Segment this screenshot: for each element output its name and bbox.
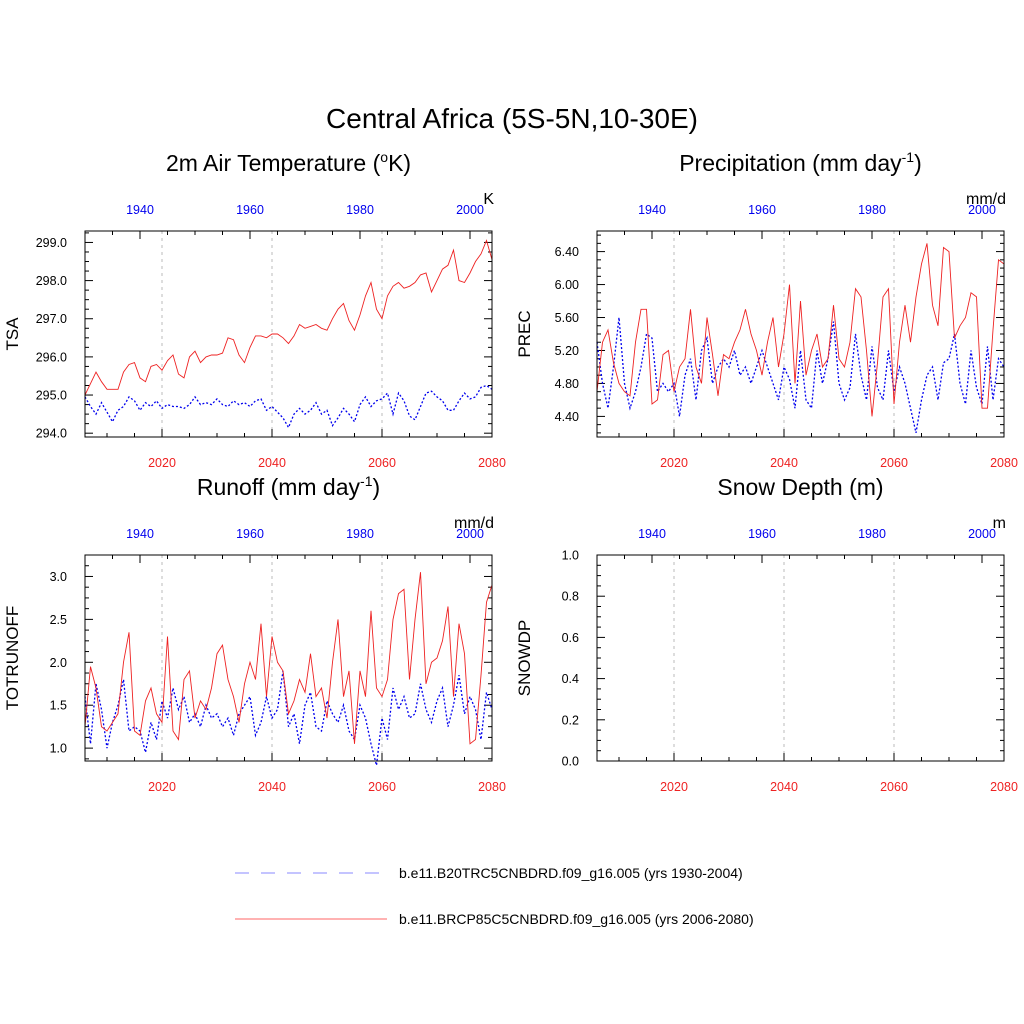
y-tick-label: 294.0 [36, 427, 67, 441]
x-tick-label-bottom: 2060 [880, 780, 908, 794]
y-tick-label: 5.20 [555, 344, 579, 358]
series-line-historical [84, 670, 493, 766]
series-line-future [84, 239, 493, 396]
panel-title-text: Runoff (mm day [197, 474, 361, 500]
panel-title-superscript: -1 [902, 149, 915, 165]
panel-units: K [483, 191, 494, 208]
series-line-future [84, 572, 493, 745]
legend-item: b.e11.B20TRC5CNBDRD.f09_g16.005 (yrs 193… [235, 865, 743, 881]
y-tick-label: 1.0 [562, 549, 579, 563]
x-tick-label-bottom: 2020 [148, 780, 176, 794]
x-tick-label-top: 2000 [456, 527, 484, 541]
panel-4: Snow Depth (m) m SNOWDP 2020 2040 2060 2080 194… [515, 474, 1018, 794]
y-tick-label: 0.8 [562, 590, 579, 604]
x-tick-label-top: 1960 [236, 527, 264, 541]
legend-item: b.e11.BRCP85C5CNBDRD.f09_g16.005 (yrs 20… [235, 911, 754, 927]
panel-title-superscript: -1 [360, 473, 373, 489]
x-tick-label-bottom: 2080 [990, 780, 1018, 794]
x-tick-label-top: 1980 [858, 527, 886, 541]
panel-title-superscript: o [380, 149, 388, 165]
plot-frame [84, 230, 493, 438]
x-tick-label-top: 1980 [346, 527, 374, 541]
x-tick-label-top: 1960 [236, 203, 264, 217]
x-tick-label-top: 1940 [126, 203, 154, 217]
y-tick-label: 299.0 [36, 236, 67, 250]
panel-2: Precipitation (mm day-1) mm/d PREC 2020 2040… [515, 149, 1018, 470]
x-tick-label-top: 2000 [968, 527, 996, 541]
y-tick-label: 296.0 [36, 350, 67, 364]
y-tick-label: 6.00 [555, 278, 579, 292]
panel-title-text-end: ) [914, 150, 922, 176]
panel-units: m [993, 515, 1006, 532]
y-tick-label: 4.80 [555, 377, 579, 391]
y-tick-label: 298.0 [36, 274, 67, 288]
panel-units: mm/d [966, 191, 1006, 208]
legend-label: b.e11.B20TRC5CNBDRD.f09_g16.005 (yrs 193… [399, 865, 743, 881]
series-line-historical [84, 384, 493, 429]
y-tick-label: 2.5 [50, 613, 67, 627]
y-axis-label: TOTRUNOFF [3, 606, 22, 711]
panels: 2m Air Temperature (oK) K TSA 2020 2040 2060 2… [3, 149, 1018, 794]
x-tick-label-bottom: 2060 [368, 456, 396, 470]
y-tick-label: 297.0 [36, 312, 67, 326]
panel-title: Precipitation (mm day-1) [679, 149, 922, 176]
y-tick-label: 2.0 [50, 656, 67, 670]
legend-label: b.e11.BRCP85C5CNBDRD.f09_g16.005 (yrs 20… [399, 911, 754, 927]
panel-title: Runoff (mm day-1) [197, 473, 380, 500]
panel-title-text-end: K) [388, 150, 411, 176]
y-tick-label: 4.40 [555, 410, 579, 424]
y-axis-label: SNOWDP [515, 620, 534, 697]
x-tick-label-top: 1980 [346, 203, 374, 217]
panel-title: 2m Air Temperature (oK) [166, 149, 411, 176]
x-tick-label-top: 1960 [748, 527, 776, 541]
y-tick-label: 3.0 [50, 570, 67, 584]
y-tick-label: 0.0 [562, 755, 579, 769]
x-tick-label-top: 1940 [638, 203, 666, 217]
x-tick-label-bottom: 2020 [660, 456, 688, 470]
y-tick-label: 6.40 [555, 245, 579, 259]
x-tick-label-top: 2000 [968, 203, 996, 217]
panel-title-text-end: ) [372, 474, 380, 500]
panel-3: Runoff (mm day-1) mm/d TOTRUNOFF 2020 2040 20… [3, 473, 506, 794]
x-tick-label-bottom: 2040 [770, 780, 798, 794]
x-tick-label-bottom: 2040 [258, 456, 286, 470]
y-tick-label: 0.2 [562, 713, 579, 727]
series-line-historical [596, 317, 1005, 434]
y-tick-label: 0.6 [562, 631, 579, 645]
y-tick-label: 1.0 [50, 742, 67, 756]
figure-title: Central Africa (5S-5N,10-30E) [326, 103, 698, 134]
x-tick-label-top: 1940 [638, 527, 666, 541]
x-tick-label-bottom: 2020 [660, 780, 688, 794]
x-tick-label-bottom: 2080 [990, 456, 1018, 470]
panel-title-text: 2m Air Temperature ( [166, 150, 381, 176]
y-tick-label: 0.4 [562, 672, 579, 686]
panel-title: Snow Depth (m) [717, 474, 883, 500]
x-tick-label-bottom: 2040 [258, 780, 286, 794]
panel-1: 2m Air Temperature (oK) K TSA 2020 2040 2060 2… [3, 149, 506, 470]
y-axis-label: PREC [515, 310, 534, 357]
x-tick-label-bottom: 2060 [880, 456, 908, 470]
y-tick-label: 295.0 [36, 389, 67, 403]
x-tick-label-bottom: 2040 [770, 456, 798, 470]
plot-frame [84, 554, 493, 762]
x-tick-label-top: 1980 [858, 203, 886, 217]
panel-title-text: Precipitation (mm day [679, 150, 902, 176]
x-tick-label-bottom: 2080 [478, 456, 506, 470]
x-tick-label-bottom: 2080 [478, 780, 506, 794]
x-tick-label-bottom: 2020 [148, 456, 176, 470]
y-tick-label: 1.5 [50, 699, 67, 713]
x-tick-label-top: 1960 [748, 203, 776, 217]
series-line-future [596, 243, 1005, 417]
panel-title-text: Snow Depth (m) [717, 474, 883, 500]
x-tick-label-top: 2000 [456, 203, 484, 217]
plot-frame [596, 554, 1005, 762]
y-axis-label: TSA [3, 317, 22, 351]
panel-units: mm/d [454, 515, 494, 532]
legend: b.e11.B20TRC5CNBDRD.f09_g16.005 (yrs 193… [235, 865, 754, 927]
y-tick-label: 5.60 [555, 311, 579, 325]
x-tick-label-top: 1940 [126, 527, 154, 541]
x-tick-label-bottom: 2060 [368, 780, 396, 794]
plot-frame [596, 230, 1005, 438]
